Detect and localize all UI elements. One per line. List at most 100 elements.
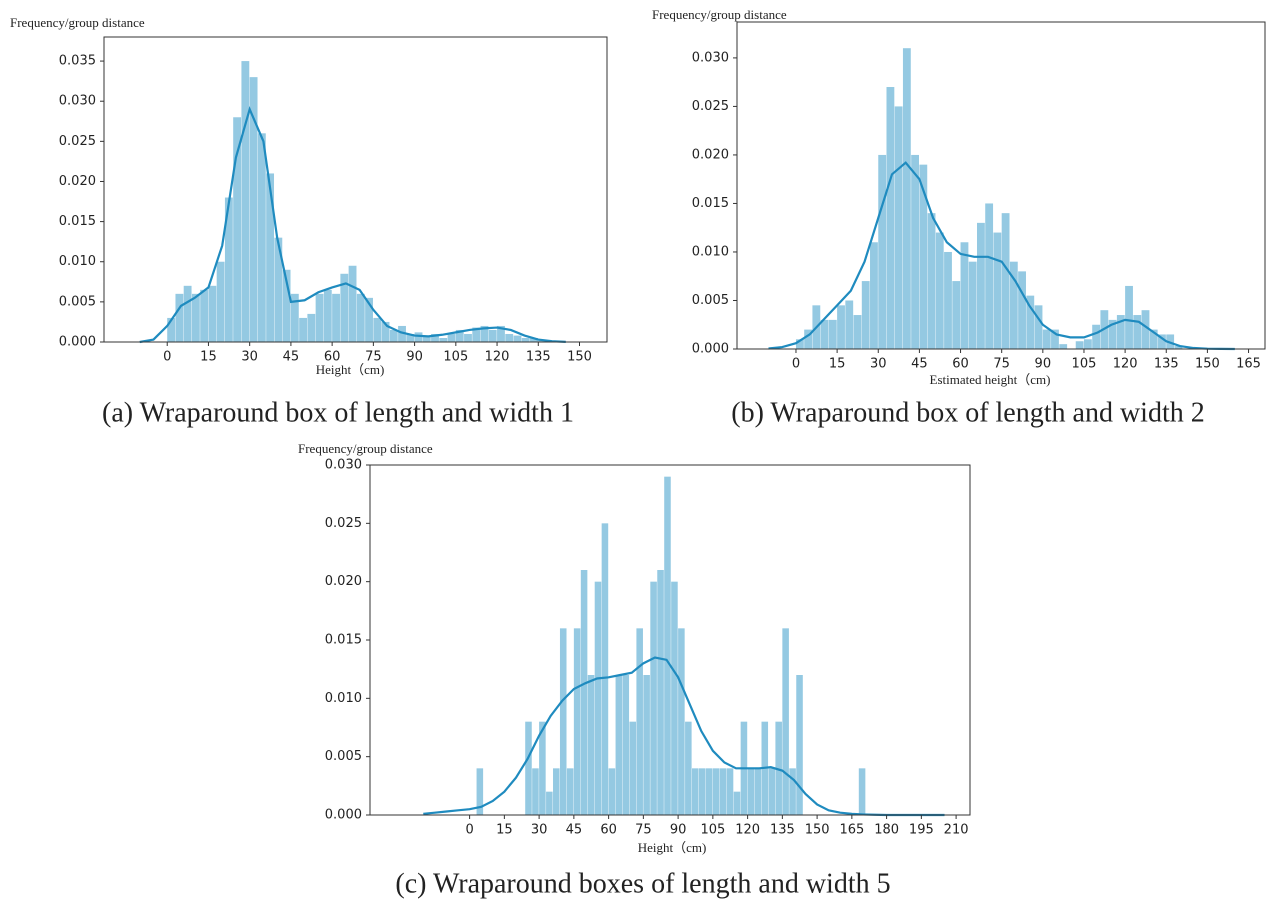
x-axis-label: Height（cm) bbox=[638, 840, 707, 855]
bar bbox=[480, 325, 489, 342]
y-tick-label: 0.030 bbox=[692, 50, 729, 65]
bar bbox=[664, 476, 671, 815]
y-tick-label: 0.015 bbox=[59, 214, 96, 229]
bar bbox=[775, 721, 782, 815]
bar bbox=[698, 768, 706, 815]
x-tick-label: 45 bbox=[566, 823, 583, 838]
bar bbox=[389, 329, 398, 342]
bar bbox=[894, 106, 903, 349]
bar bbox=[398, 325, 406, 342]
x-tick-label: 150 bbox=[567, 350, 592, 365]
y-tick-label: 0.005 bbox=[325, 749, 362, 764]
x-tick-label: 165 bbox=[839, 823, 864, 838]
bar bbox=[944, 251, 952, 349]
y-tick-label: 0.010 bbox=[59, 254, 96, 269]
x-tick-label: 15 bbox=[829, 357, 846, 372]
x-tick-label: 90 bbox=[670, 823, 687, 838]
x-tick-label: 165 bbox=[1236, 357, 1261, 372]
x-tick-label: 105 bbox=[1072, 357, 1097, 372]
caption: (a) Wraparound box of length and width 1 bbox=[102, 397, 574, 428]
y-tick-label: 0.020 bbox=[59, 174, 96, 189]
bar bbox=[977, 222, 985, 349]
bar bbox=[521, 337, 530, 342]
bar bbox=[968, 261, 977, 349]
bar bbox=[754, 768, 762, 815]
bar bbox=[919, 164, 928, 349]
bar bbox=[580, 570, 588, 815]
bar bbox=[431, 333, 439, 342]
x-tick-label: 120 bbox=[1113, 357, 1138, 372]
x-tick-label: 30 bbox=[870, 357, 887, 372]
bar bbox=[191, 293, 200, 342]
x-tick-label: 45 bbox=[283, 350, 300, 365]
bar bbox=[768, 768, 776, 815]
bar bbox=[782, 628, 789, 815]
bar bbox=[861, 281, 870, 349]
x-tick-label: 135 bbox=[526, 350, 551, 365]
bar bbox=[1051, 329, 1059, 349]
bar bbox=[488, 329, 497, 342]
y-tick-label: 0.035 bbox=[59, 54, 96, 69]
bar bbox=[167, 317, 176, 342]
bar bbox=[1042, 329, 1051, 349]
y-tick-label: 0.005 bbox=[59, 294, 96, 309]
x-tick-label: 45 bbox=[911, 357, 928, 372]
bar bbox=[795, 339, 804, 349]
x-tick-label: 30 bbox=[531, 823, 548, 838]
bar bbox=[340, 273, 349, 342]
bar bbox=[837, 305, 845, 349]
x-tick-label: 210 bbox=[944, 823, 969, 838]
x-tick-label: 150 bbox=[1195, 357, 1220, 372]
bar bbox=[183, 285, 192, 342]
kde-line bbox=[423, 656, 945, 817]
bar bbox=[615, 675, 623, 815]
bar bbox=[804, 329, 813, 349]
bar bbox=[719, 768, 727, 815]
bar bbox=[1001, 213, 1010, 349]
bar bbox=[406, 333, 415, 342]
bar bbox=[373, 317, 382, 342]
bar bbox=[789, 768, 796, 815]
bar bbox=[472, 327, 481, 342]
bar bbox=[257, 133, 266, 342]
y-tick-label: 0.000 bbox=[692, 342, 729, 357]
bar bbox=[622, 675, 630, 815]
bar bbox=[539, 721, 546, 815]
x-tick-label: 135 bbox=[770, 823, 795, 838]
bar bbox=[455, 329, 464, 342]
x-tick-label: 120 bbox=[735, 823, 760, 838]
y-tick-label: 0.025 bbox=[692, 99, 729, 114]
bar bbox=[224, 197, 233, 342]
bar bbox=[1009, 261, 1018, 349]
y-tick-label: 0.010 bbox=[325, 691, 362, 706]
y-tick-label: 0.025 bbox=[59, 134, 96, 149]
bar bbox=[705, 768, 713, 815]
bar bbox=[712, 768, 720, 815]
bar bbox=[587, 675, 595, 815]
bar bbox=[447, 333, 456, 342]
bar bbox=[233, 117, 242, 343]
bar bbox=[1075, 341, 1084, 349]
bar bbox=[796, 675, 803, 815]
bar bbox=[1125, 285, 1133, 349]
x-tick-label: 195 bbox=[909, 823, 934, 838]
bar bbox=[594, 581, 602, 815]
bar bbox=[1108, 319, 1117, 349]
bar bbox=[525, 721, 532, 815]
bar bbox=[530, 337, 538, 342]
x-tick-label: 90 bbox=[406, 350, 423, 365]
y-axis-label: Frequency/group distance bbox=[298, 441, 433, 456]
bar bbox=[878, 154, 887, 349]
bar bbox=[853, 315, 862, 349]
bar bbox=[1092, 324, 1101, 349]
bar bbox=[573, 628, 581, 815]
bar bbox=[1133, 315, 1142, 349]
y-tick-label: 0.030 bbox=[59, 94, 96, 109]
bar bbox=[629, 721, 637, 815]
bar bbox=[643, 675, 650, 815]
bar bbox=[249, 77, 258, 342]
bar bbox=[422, 335, 431, 342]
bar bbox=[657, 570, 664, 815]
x-tick-label: 90 bbox=[1035, 357, 1052, 372]
